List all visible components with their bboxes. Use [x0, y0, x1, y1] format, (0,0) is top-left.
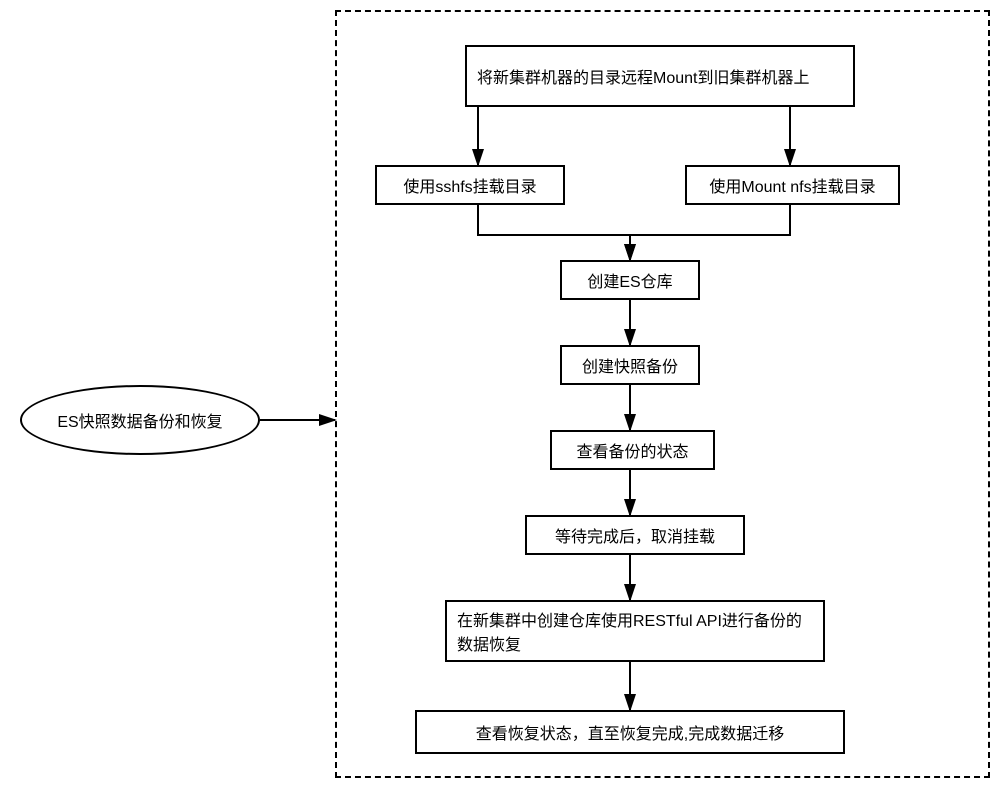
node-create-snapshot: 创建快照备份	[560, 345, 700, 385]
node-check-backup-label: 查看备份的状态	[576, 438, 688, 462]
node-restore: 在新集群中创建仓库使用RESTful API进行备份的数据恢复	[445, 600, 825, 662]
node-unmount-label: 等待完成后，取消挂载	[555, 523, 715, 547]
node-create-repo-label: 创建ES仓库	[587, 268, 672, 292]
node-check-backup: 查看备份的状态	[550, 430, 715, 470]
node-unmount: 等待完成后，取消挂载	[525, 515, 745, 555]
node-check-restore: 查看恢复状态，直至恢复完成,完成数据迁移	[415, 710, 845, 754]
node-mount-nfs-label: 使用Mount nfs挂载目录	[709, 173, 875, 197]
node-create-snapshot-label: 创建快照备份	[582, 353, 678, 377]
node-mount-nfs: 使用Mount nfs挂载目录	[685, 165, 900, 205]
start-ellipse: ES快照数据备份和恢复	[20, 385, 260, 455]
node-sshfs: 使用sshfs挂载目录	[375, 165, 565, 205]
node-mount-remote: 将新集群机器的目录远程Mount到旧集群机器上	[465, 45, 855, 107]
start-label: ES快照数据备份和恢复	[57, 408, 222, 432]
process-frame	[335, 10, 990, 778]
node-create-repo: 创建ES仓库	[560, 260, 700, 300]
node-sshfs-label: 使用sshfs挂载目录	[403, 173, 536, 197]
node-mount-remote-label: 将新集群机器的目录远程Mount到旧集群机器上	[477, 64, 809, 88]
canvas: ES快照数据备份和恢复 将新集群机器的目录远程Mount到旧集群机器上 使用ss…	[0, 0, 1000, 788]
node-restore-label: 在新集群中创建仓库使用RESTful API进行备份的数据恢复	[457, 607, 813, 655]
node-check-restore-label: 查看恢复状态，直至恢复完成,完成数据迁移	[476, 720, 784, 744]
